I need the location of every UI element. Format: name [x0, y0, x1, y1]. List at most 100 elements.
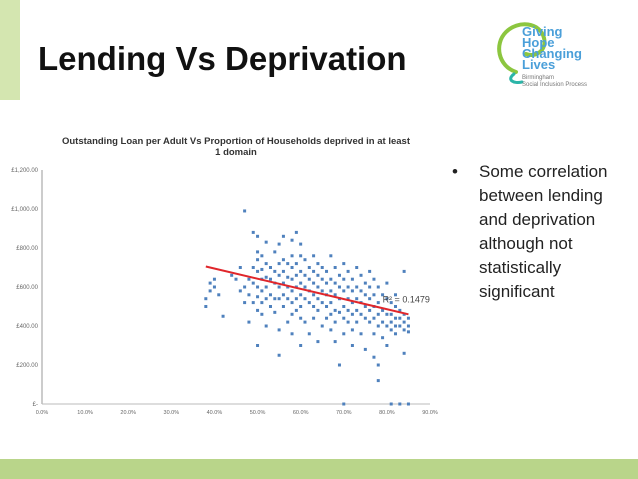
data-point — [290, 254, 294, 258]
data-point — [376, 379, 380, 383]
data-point — [251, 230, 255, 234]
data-point — [342, 305, 346, 308]
data-point — [217, 293, 221, 297]
data-point — [268, 266, 272, 269]
data-point — [368, 320, 372, 324]
data-point — [381, 293, 385, 297]
data-point — [281, 269, 285, 273]
data-point — [299, 316, 303, 320]
data-point — [281, 258, 285, 262]
data-point — [389, 312, 393, 316]
bullet-marker: • — [452, 162, 458, 181]
data-point — [389, 301, 393, 305]
data-point — [333, 266, 337, 269]
logo-sub-2: Social Inclusion Process — [522, 82, 588, 88]
data-point — [294, 273, 298, 277]
data-point — [260, 254, 264, 258]
y-tick-label: £600.00 — [16, 285, 38, 291]
scatter-chart: Outstanding Loan per Adult Vs Proportion… — [11, 136, 438, 416]
data-point — [368, 297, 372, 301]
data-point — [260, 267, 264, 271]
data-point — [303, 273, 307, 277]
data-point — [406, 330, 410, 334]
data-point — [277, 353, 281, 357]
data-point — [376, 324, 380, 328]
y-tick-label: £800.00 — [16, 246, 38, 252]
data-point — [316, 285, 320, 289]
footer-bar — [0, 459, 638, 479]
data-point — [320, 289, 324, 293]
data-point — [268, 277, 272, 281]
data-point — [385, 281, 389, 285]
data-point — [316, 340, 320, 344]
data-point — [329, 312, 333, 316]
logo: Giving Hope Changing Lives Birmingham So… — [492, 14, 632, 96]
data-point — [307, 332, 311, 336]
data-point — [312, 316, 316, 320]
data-point — [312, 254, 316, 258]
data-point — [385, 312, 389, 316]
data-point — [350, 301, 354, 305]
data-point — [325, 316, 329, 320]
data-point — [333, 320, 337, 324]
data-point — [381, 320, 385, 324]
data-point — [290, 266, 294, 269]
data-point — [342, 277, 346, 281]
data-point — [277, 285, 281, 289]
data-point — [312, 305, 316, 308]
data-point — [333, 340, 337, 344]
data-point — [286, 285, 290, 289]
x-tick-label: 60.0% — [293, 410, 309, 416]
data-point — [247, 320, 251, 324]
chart-title: Outstanding Loan per Adult Vs Proportion… — [62, 136, 411, 158]
y-tick-labels: £- £200.00 £400.00 £600.00 £800.00 £1,000.00 £… — [11, 168, 38, 408]
data-point — [204, 305, 208, 308]
data-point — [264, 262, 268, 266]
data-point — [256, 269, 260, 273]
x-tick-label: 90.0% — [422, 410, 438, 416]
y-tick-label: £1,200.00 — [11, 168, 38, 174]
data-point — [337, 363, 341, 367]
data-point — [294, 262, 298, 266]
data-point — [325, 281, 329, 285]
data-point — [212, 285, 216, 289]
data-point — [243, 209, 247, 213]
data-point — [385, 324, 389, 328]
data-point — [325, 269, 329, 273]
chart-title-line: Outstanding Loan per Adult Vs Proportion… — [62, 136, 411, 147]
data-point — [402, 351, 406, 355]
y-tick-label: £1,000.00 — [11, 207, 38, 213]
data-point — [342, 332, 346, 336]
data-point — [394, 332, 398, 336]
data-point — [256, 295, 260, 299]
data-point — [286, 262, 290, 266]
logo-line-3: Changing — [522, 46, 582, 61]
data-point — [238, 266, 242, 269]
data-point — [372, 293, 376, 297]
data-point — [277, 328, 281, 332]
data-point — [290, 289, 294, 293]
data-point — [372, 332, 376, 336]
data-point — [363, 293, 367, 297]
data-point — [320, 266, 324, 269]
data-point — [290, 312, 294, 316]
data-point — [372, 316, 376, 320]
data-point — [359, 273, 363, 277]
data-point — [342, 262, 346, 266]
data-point — [299, 269, 303, 273]
data-point — [277, 262, 281, 266]
data-point — [376, 312, 380, 316]
data-point — [355, 297, 359, 301]
data-point — [342, 316, 346, 320]
data-point — [355, 320, 359, 324]
data-point — [406, 316, 410, 320]
y-tick-label: £400.00 — [16, 324, 38, 330]
data-point — [312, 269, 316, 273]
data-point — [260, 289, 264, 293]
data-point — [342, 289, 346, 293]
data-point — [402, 269, 406, 273]
data-point — [329, 289, 333, 293]
data-point — [376, 301, 380, 305]
data-point — [204, 297, 208, 301]
data-point — [316, 273, 320, 277]
